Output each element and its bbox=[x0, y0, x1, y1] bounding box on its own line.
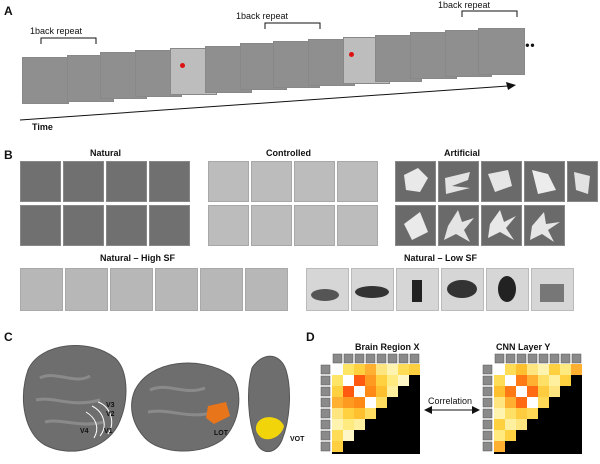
left-rdm-col-thumbs bbox=[332, 353, 420, 364]
frame-house-4 bbox=[478, 28, 525, 75]
low-sf-title: Natural – Low SF bbox=[404, 253, 478, 263]
label-vot: VOT bbox=[290, 436, 305, 443]
left-rdm-upper bbox=[332, 364, 420, 452]
controlled-tile-1 bbox=[208, 161, 249, 202]
natural-tile-scissors bbox=[149, 205, 190, 246]
repeat-label-2: 1back repeat bbox=[236, 11, 289, 21]
panel-d-letter: D bbox=[306, 330, 315, 344]
label-lot: LOT bbox=[214, 430, 228, 437]
lot-region bbox=[206, 402, 230, 424]
artificial-title: Artificial bbox=[444, 148, 481, 158]
artificial-shapes bbox=[404, 168, 590, 242]
time-label: Time bbox=[32, 122, 53, 132]
repeat-label-1: 1back repeat bbox=[30, 26, 83, 36]
natural-tile-cat bbox=[106, 161, 147, 202]
repeat-bracket-2 bbox=[264, 22, 321, 29]
controlled-tile-8 bbox=[337, 205, 378, 246]
panel-b-letter: B bbox=[4, 148, 13, 162]
artificial-tile-6 bbox=[395, 205, 436, 246]
fixation-dot-1 bbox=[180, 63, 185, 68]
high-sf-tile-4 bbox=[155, 268, 198, 311]
correlation-label: Correlation bbox=[428, 396, 473, 406]
label-v1: V1 bbox=[104, 428, 113, 435]
high-sf-tile-3 bbox=[110, 268, 153, 311]
high-sf-tile-2 bbox=[65, 268, 108, 311]
low-sf-silhouettes bbox=[311, 276, 564, 302]
brain-lateral-left bbox=[22, 345, 127, 452]
natural-tile-drill bbox=[20, 161, 61, 202]
natural-tile-face bbox=[63, 205, 104, 246]
brain-medial bbox=[131, 362, 240, 452]
natural-tile-chair bbox=[149, 161, 190, 202]
right-rdm-col-thumbs bbox=[494, 353, 582, 364]
controlled-title: Controlled bbox=[266, 148, 311, 158]
natural-tile-house bbox=[106, 205, 147, 246]
controlled-tile-7 bbox=[294, 205, 335, 246]
panel-a-letter: A bbox=[4, 4, 13, 18]
high-sf-tile-5 bbox=[200, 268, 243, 311]
natural-title: Natural bbox=[90, 148, 122, 158]
panel-a-sequence bbox=[19, 10, 518, 121]
natural-tile-elephant bbox=[20, 205, 61, 246]
frame-car-1 bbox=[22, 57, 69, 104]
label-v4: V4 bbox=[80, 428, 89, 435]
time-arrow-head bbox=[506, 82, 516, 90]
repeat-bracket-3 bbox=[461, 10, 518, 17]
high-sf-title: Natural – High SF bbox=[100, 253, 176, 263]
controlled-tile-6 bbox=[251, 205, 292, 246]
panel-c-letter: C bbox=[4, 330, 13, 344]
label-v2: V2 bbox=[106, 411, 115, 418]
controlled-tile-4 bbox=[337, 161, 378, 202]
high-sf-tile-6 bbox=[245, 268, 288, 311]
left-rdm-row-thumbs bbox=[320, 364, 331, 452]
repeat-label-3: 1back repeat bbox=[438, 0, 491, 10]
fixation-dot-2 bbox=[349, 52, 354, 57]
brain-region-title: Brain Region X bbox=[355, 342, 420, 352]
high-sf-tile-1 bbox=[20, 268, 63, 311]
controlled-tile-5 bbox=[208, 205, 249, 246]
artificial-tile-4 bbox=[524, 161, 565, 202]
label-v3: V3 bbox=[106, 402, 115, 409]
right-rdm-row-thumbs bbox=[482, 364, 493, 452]
natural-tile-car bbox=[63, 161, 104, 202]
controlled-tile-2 bbox=[251, 161, 292, 202]
controlled-tile-3 bbox=[294, 161, 335, 202]
brain-surfaces bbox=[22, 345, 290, 452]
right-rdm-upper bbox=[494, 364, 582, 452]
repeat-bracket-1 bbox=[40, 37, 97, 44]
cnn-layer-title: CNN Layer Y bbox=[496, 342, 551, 352]
artificial-tile-5 bbox=[567, 161, 598, 202]
v1-v4-outlines bbox=[85, 401, 113, 439]
